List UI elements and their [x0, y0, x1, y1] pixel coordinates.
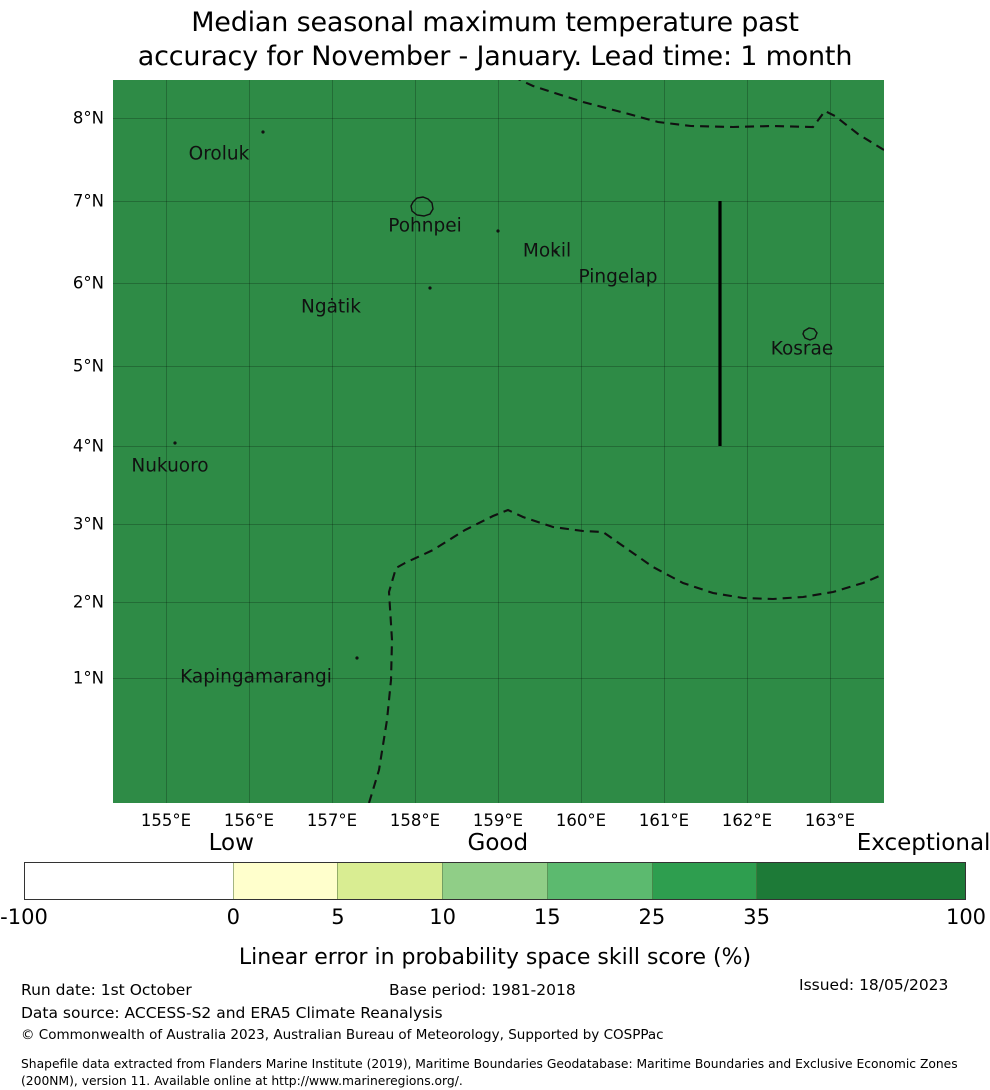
island-kosrae: [802, 327, 818, 341]
place-label-pingelap: Pingelap: [578, 266, 658, 288]
footer-run-date: Run date: 1st October: [21, 981, 192, 999]
gridline-v-155°E: [166, 80, 167, 803]
gridline-h-6°N: [113, 283, 884, 284]
island-marker-mokil: [496, 229, 500, 233]
colorbar-tick-0: 0: [226, 905, 240, 929]
gridline-v-162°E: [747, 80, 748, 803]
xtick-156e: 156°E: [223, 811, 275, 830]
footer-issued: Issued: 18/05/2023: [799, 976, 949, 994]
island-marker-nukuoro: [173, 441, 177, 445]
eez-boundary-south: [367, 508, 884, 803]
colorbar-tick-5: 5: [331, 905, 345, 929]
colorbar-segment-2: [337, 863, 443, 899]
island-marker-kapingamarangi: [355, 656, 359, 660]
footer-copyright: © Commonwealth of Australia 2023, Austra…: [21, 1027, 664, 1043]
place-label-oroluk: Oroluk: [188, 143, 250, 165]
xtick-163e: 163°E: [804, 811, 856, 830]
place-label-mokil: Mokil: [522, 240, 572, 262]
island-marker-pingelap: [554, 250, 558, 254]
ytick-1n: 1°N: [72, 668, 104, 688]
gridline-h-7°N: [113, 201, 884, 202]
colorbar-label-exceptional: Exceptional: [856, 830, 990, 856]
footer-shapefile-line2: (200NM), version 11. Available online at…: [21, 1074, 463, 1088]
ytick-5n: 5°N: [72, 356, 104, 376]
colorbar-segment-0: [25, 863, 233, 899]
place-label-pohnpei: Pohnpei: [388, 215, 462, 237]
colorbar: Low Good Exceptional -100 0 5 10 15 25 3…: [0, 830, 990, 929]
ytick-6n: 6°N: [72, 273, 104, 293]
place-label-ngatik: Ngȧtik: [300, 296, 362, 318]
ytick-4n: 4°N: [72, 436, 104, 456]
xtick-157e: 157°E: [306, 811, 358, 830]
gridline-v-159°E: [498, 80, 499, 803]
map-panel: 8°N 7°N 6°N 5°N 4°N 3°N 2°N 1°N 155°E 15…: [73, 80, 884, 830]
gridline-h-4°N: [113, 446, 884, 447]
colorbar-segment-5: [651, 863, 757, 899]
gridline-v-156°E: [249, 80, 250, 803]
colorbar-tick-minus100: -100: [0, 905, 48, 929]
gridline-h-2°N: [113, 602, 884, 603]
colorbar-segment-6: [756, 863, 966, 899]
place-label-kapingamarangi: Kapingamarangi: [180, 666, 332, 688]
colorbar-segment-4: [546, 863, 652, 899]
island-marker-ngatik: [428, 286, 432, 290]
colorbar-gradient: [24, 862, 966, 900]
map-vector-overlay: [173, 80, 884, 803]
map-gridlines: [113, 80, 884, 803]
ytick-7n: 7°N: [72, 191, 104, 211]
xtick-158e: 158°E: [389, 811, 441, 830]
gridline-v-160°E: [581, 80, 582, 803]
map-background-fill: [113, 80, 884, 803]
gridline-h-8°N: [113, 118, 884, 119]
gridline-v-161°E: [664, 80, 665, 803]
ytick-2n: 2°N: [72, 592, 104, 612]
gridline-h-5°N: [113, 366, 884, 367]
colorbar-segment-3: [442, 863, 547, 899]
colorbar-label-good: Good: [467, 830, 529, 856]
page-title: Median seasonal maximum temperature past…: [137, 7, 853, 72]
place-label-nukuoro: Nukuoro: [131, 455, 209, 477]
xtick-155e: 155°E: [140, 811, 192, 830]
xtick-161e: 161°E: [638, 811, 690, 830]
footer-shapefile-line1: Shapefile data extracted from Flanders M…: [21, 1057, 958, 1071]
gridline-h-3°N: [113, 524, 884, 525]
place-label-kosrae: Kosrae: [770, 338, 834, 360]
colorbar-label-low: Low: [208, 830, 254, 856]
island-marker-oroluk: [261, 130, 265, 134]
gridline-v-163°E: [830, 80, 831, 803]
colorbar-tick-35: 35: [743, 905, 770, 929]
colorbar-tick-100: 100: [945, 905, 987, 929]
colorbar-segment-1: [232, 863, 338, 899]
colorbar-tick-10: 10: [429, 905, 456, 929]
eez-boundary-north: [517, 80, 884, 151]
footer-base-period: Base period: 1981-2018: [389, 981, 576, 999]
ytick-8n: 8°N: [72, 108, 104, 128]
xtick-160e: 160°E: [555, 811, 607, 830]
footer-data-source: Data source: ACCESS-S2 and ERA5 Climate …: [21, 1004, 443, 1022]
colorbar-tick-25: 25: [638, 905, 666, 929]
xtick-159e: 159°E: [472, 811, 524, 830]
gridline-v-157°E: [332, 80, 333, 803]
colorbar-axis-label: Linear error in probability space skill …: [238, 945, 752, 970]
gridline-h-1°N: [113, 678, 884, 679]
ytick-3n: 3°N: [72, 514, 104, 534]
gridline-v-158°E: [415, 80, 416, 803]
island-pohnpei: [410, 196, 434, 217]
colorbar-tick-15: 15: [533, 905, 561, 929]
xtick-162e: 162°E: [721, 811, 773, 830]
